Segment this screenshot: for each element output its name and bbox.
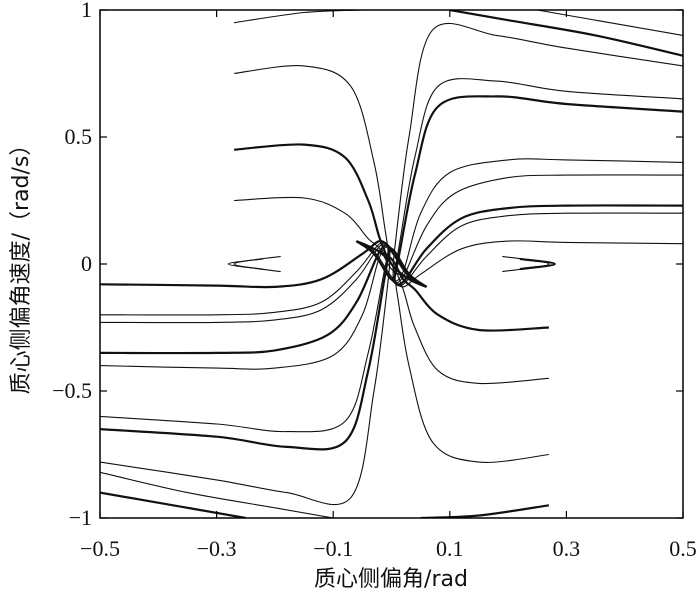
trajectory-line-30 [233,255,281,273]
x-tick-label: 0.5 [669,536,697,561]
x-tick-label: −0.1 [313,536,353,561]
trajectory-line-10 [100,491,246,518]
trajectory-line-27 [356,240,549,463]
x-tick-label: −0.5 [80,536,120,561]
trajectory-line-9 [100,471,334,518]
y-tick-label: 0.5 [65,124,93,149]
x-tick-label: 0.1 [436,536,464,561]
x-tick-label: 0.3 [553,536,581,561]
x-tick-label: −0.3 [197,536,237,561]
trajectory-line-18 [356,22,683,280]
y-tick-label: 0 [81,251,92,276]
x-axis-title: 质心侧偏角/rad [314,567,468,592]
y-tick-label: −1 [69,505,92,530]
y-tick-label: 1 [81,0,92,22]
trajectory-line-20 [537,10,683,36]
trajectory-line-11 [356,240,683,288]
trajectory-line-32 [502,255,550,273]
trajectory-line-23 [234,65,427,288]
y-axis-title: 质心侧偏角速度/（rad/s） [9,134,34,395]
y-tick-label: −0.5 [52,378,92,403]
trajectory-line-19 [449,10,683,57]
trajectory-line-1 [100,240,428,289]
